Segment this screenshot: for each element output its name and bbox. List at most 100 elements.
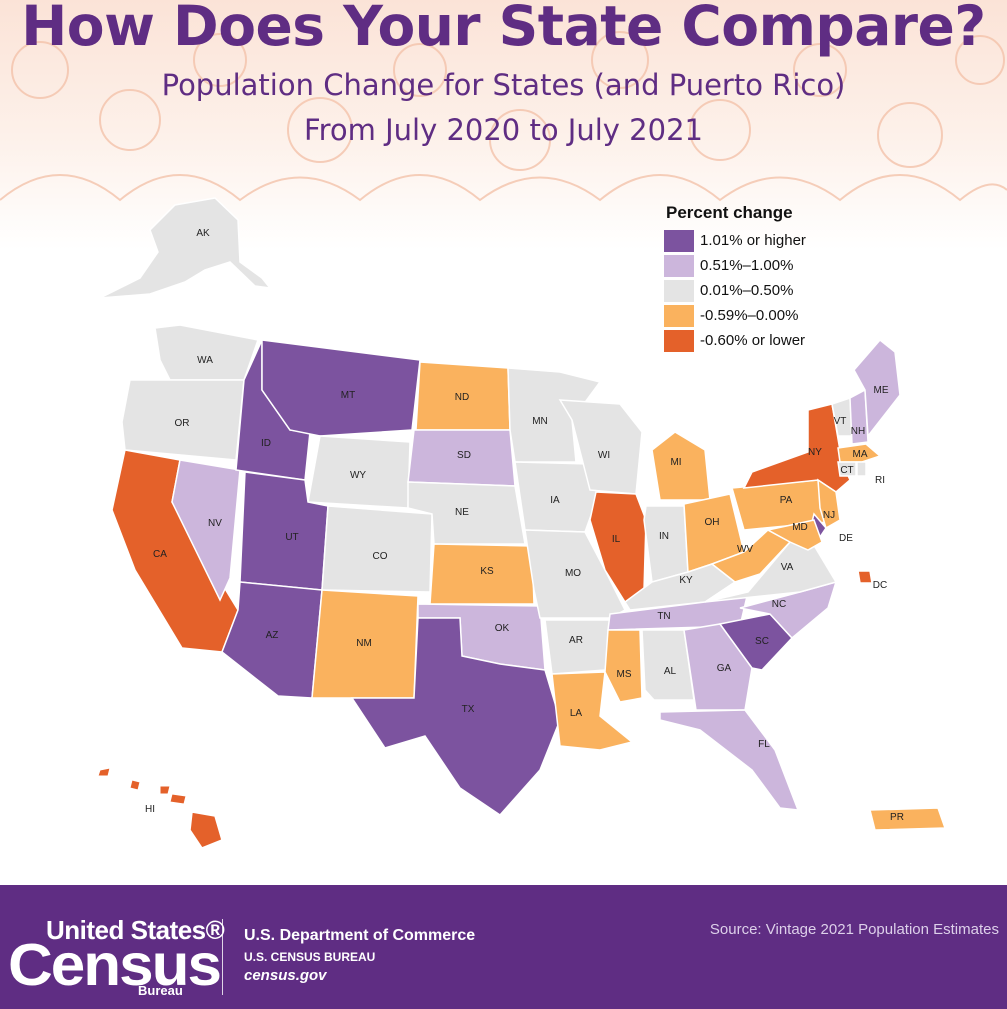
state-tx[interactable]	[350, 617, 561, 816]
us-states-map: AK WA OR CA NV ID MT WY UT AZ CO NM ND SD NE KS OK TX MN IA…	[97, 197, 947, 849]
state-nv[interactable]	[171, 459, 241, 602]
state-label-il: IL	[612, 534, 621, 545]
state-label-va: VA	[781, 562, 794, 573]
census-logo-top-text: United States®	[46, 915, 225, 945]
state-or[interactable]	[121, 379, 245, 461]
state-label-nv: NV	[208, 518, 222, 529]
legend-label: 0.51%–1.00%	[700, 257, 794, 274]
state-hi-island[interactable]	[159, 785, 171, 795]
state-label-vt: VT	[834, 416, 847, 427]
state-mn[interactable]	[507, 367, 602, 463]
state-label-ok: OK	[495, 623, 510, 634]
bureau-name: U.S. CENSUS BUREAU	[244, 950, 376, 964]
state-label-oh: OH	[705, 517, 720, 528]
state-label-ga: GA	[717, 663, 732, 674]
state-nh[interactable]	[849, 388, 869, 445]
state-label-la: LA	[570, 708, 583, 719]
state-co[interactable]	[321, 505, 433, 593]
legend-swatch	[664, 254, 694, 277]
state-ks[interactable]	[429, 543, 535, 605]
state-sc[interactable]	[718, 613, 794, 671]
state-pr[interactable]	[869, 807, 947, 831]
census-logo[interactable]: Census	[8, 932, 222, 999]
state-label-sd: SD	[457, 450, 471, 461]
state-label-mt: MT	[341, 390, 355, 401]
legend-item: 0.51%–1.00%	[664, 253, 864, 278]
state-ct[interactable]	[837, 461, 857, 477]
state-label-ny: NY	[808, 447, 822, 458]
state-label-al: AL	[664, 666, 677, 677]
state-me[interactable]	[853, 338, 901, 439]
state-in[interactable]	[643, 505, 689, 583]
state-label-ca: CA	[153, 549, 167, 560]
people-illustration-background	[0, 31, 1007, 202]
state-label-mo: MO	[565, 568, 581, 579]
state-ak[interactable]	[99, 197, 272, 299]
date-range-subtitle: From July 2020 to July 2021	[304, 113, 703, 147]
state-label-mi: MI	[670, 457, 681, 468]
state-nj[interactable]	[817, 478, 841, 530]
state-dc[interactable]	[857, 570, 873, 584]
legend-swatch	[664, 329, 694, 352]
legend-swatch	[664, 279, 694, 302]
state-label-ma: MA	[853, 449, 868, 460]
state-label-ia: IA	[550, 495, 560, 506]
state-label-ms: MS	[617, 669, 632, 680]
state-label-tx: TX	[462, 704, 475, 715]
census-logo-bureau-text: Bureau	[138, 983, 183, 998]
state-label-in: IN	[659, 531, 669, 542]
state-hi[interactable]	[189, 811, 223, 849]
state-mt[interactable]	[261, 339, 421, 437]
state-label-hi: HI	[145, 804, 155, 815]
state-label-fl: FL	[758, 739, 770, 750]
census-website-link[interactable]: census.gov	[244, 967, 327, 984]
state-label-pr: PR	[890, 812, 904, 823]
state-label-tn: TN	[657, 611, 670, 622]
state-label-ky: KY	[679, 575, 693, 586]
state-label-co: CO	[373, 551, 388, 562]
state-wa[interactable]	[154, 324, 259, 381]
legend-item: -0.60% or lower	[664, 328, 864, 353]
legend-label: -0.60% or lower	[700, 332, 806, 349]
state-label-id: ID	[261, 438, 271, 449]
legend-label: 0.01%–0.50%	[700, 282, 794, 299]
state-label-nd: ND	[455, 392, 469, 403]
state-label-or: OR	[175, 418, 190, 429]
state-label-nm: NM	[356, 638, 372, 649]
footer-divider	[222, 919, 223, 995]
state-label-nj: NJ	[823, 510, 835, 521]
department-name: U.S. Department of Commerce	[244, 927, 476, 944]
state-label-ks: KS	[480, 566, 494, 577]
legend-label: -0.59%–0.00%	[700, 307, 799, 324]
state-label-de: DE	[839, 533, 853, 544]
state-label-wi: WI	[598, 450, 610, 461]
state-md[interactable]	[765, 519, 823, 551]
state-al[interactable]	[641, 629, 695, 701]
subtitle: Population Change for States (and Puerto…	[161, 68, 846, 102]
state-label-ar: AR	[569, 635, 583, 646]
state-ar[interactable]	[544, 619, 613, 675]
legend: Percent change 1.01% or higher 0.51%–1.00…	[664, 203, 864, 353]
legend-swatch	[664, 304, 694, 327]
state-hi-island[interactable]	[97, 767, 111, 777]
state-label-dc: DC	[873, 580, 887, 591]
state-label-ri: RI	[875, 475, 885, 486]
footer: United States® Census Bureau U.S. Depart…	[0, 885, 1007, 1009]
state-ri[interactable]	[856, 461, 867, 477]
state-label-az: AZ	[266, 630, 279, 641]
state-ms[interactable]	[604, 629, 643, 703]
state-fl[interactable]	[659, 709, 800, 811]
state-hi-island[interactable]	[169, 793, 187, 805]
state-label-mn: MN	[532, 416, 548, 427]
state-label-ut: UT	[285, 532, 298, 543]
state-label-nc: NC	[772, 599, 786, 610]
state-ma[interactable]	[837, 443, 882, 463]
legend-item: 1.01% or higher	[664, 228, 864, 253]
state-label-wv: WV	[737, 544, 753, 555]
state-label-ak: AK	[196, 228, 210, 239]
state-hi-island[interactable]	[129, 779, 141, 791]
state-label-me: ME	[874, 385, 889, 396]
state-label-wy: WY	[350, 470, 366, 481]
state-label-ne: NE	[455, 507, 469, 518]
state-mi[interactable]	[651, 431, 711, 501]
